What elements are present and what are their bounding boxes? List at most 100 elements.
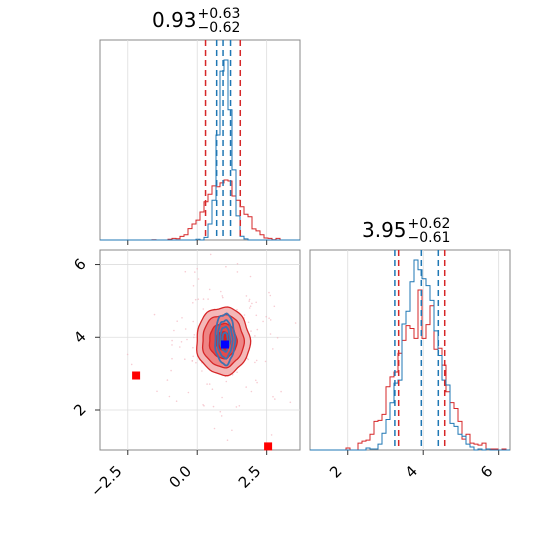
joint-scatter-point <box>255 301 257 304</box>
hist2-blue-series <box>310 259 510 451</box>
hist2-tick-label-x: 4 <box>402 462 421 481</box>
joint-scatter-point <box>221 396 223 399</box>
joint-scatter-point <box>126 353 129 356</box>
hist1-frame <box>99 39 301 241</box>
title-param2-upper-error: +0.62 <box>407 215 451 232</box>
joint-scatter-point <box>247 321 250 324</box>
joint-scatter-point <box>268 317 270 320</box>
joint-scatter-point <box>171 344 173 346</box>
joint-scatter-point <box>265 315 268 318</box>
joint-scatter-point <box>254 361 256 364</box>
joint-scatter-point <box>220 290 222 293</box>
joint-scatter-point <box>250 330 252 332</box>
joint-scatter-point <box>192 320 194 323</box>
joint-marker-3 <box>221 340 229 349</box>
joint-marker-2 <box>264 442 273 451</box>
joint-scatter-point <box>173 329 175 332</box>
joint-scatter-point <box>130 363 133 366</box>
joint-scatter-point <box>248 307 251 309</box>
joint-frame <box>99 249 301 451</box>
joint-scatter-point <box>207 298 209 300</box>
joint-scatter-point <box>225 265 227 268</box>
joint-scatter-point <box>270 434 273 436</box>
joint-scatter-point <box>248 298 251 301</box>
joint-scatter-point <box>269 319 272 321</box>
joint-scatter-point <box>191 360 194 362</box>
joint-scatter-point <box>255 359 258 362</box>
joint-scatter-point <box>194 271 196 273</box>
joint-scatter-point <box>186 338 188 341</box>
hist2-tick-label-x: 6 <box>477 462 496 481</box>
joint-marker-1 <box>132 371 141 380</box>
joint-scatter-point <box>226 439 229 442</box>
joint-scatter-point <box>289 401 292 404</box>
joint-scatter-point <box>245 295 248 297</box>
histogram-panel-param2: 2 4 6 <box>309 249 511 482</box>
joint-scatter-point <box>201 370 203 372</box>
joint-scatter-point <box>276 337 279 339</box>
joint-scatter-point <box>187 391 190 394</box>
hist2-frame <box>309 249 511 451</box>
joint-scatter-point <box>255 379 257 382</box>
joint-scatter-point <box>264 360 267 363</box>
joint-scatter-point <box>193 336 195 339</box>
joint-scatter-point <box>236 371 238 374</box>
joint-scatter-point <box>192 355 194 358</box>
joint-scatter-point <box>180 341 183 343</box>
joint-scatter-point <box>175 400 178 403</box>
joint-scatter-point <box>256 328 259 331</box>
joint-scatter-point <box>194 298 197 301</box>
joint-scatter-point <box>274 398 276 400</box>
joint-blue-contour-1 <box>214 312 237 367</box>
title-param2-lower-error: −0.61 <box>407 229 451 246</box>
joint-scatter-point <box>192 346 194 349</box>
joint-scatter-point <box>254 335 256 337</box>
joint-tick-label-x: 2.5 <box>235 462 265 492</box>
joint-scatter-point <box>197 298 200 301</box>
joint-scatter-point <box>184 358 186 361</box>
joint-scatter-point <box>251 302 253 305</box>
joint-scatter-point <box>212 405 215 408</box>
joint-scatter-point <box>243 314 246 316</box>
joint-tick-label-y: 4 <box>70 328 89 347</box>
joint-scatter-point <box>192 285 195 287</box>
joint-blue-contour-2 <box>216 319 234 360</box>
joint-scatter-point <box>208 383 211 385</box>
joint-scatter-point <box>209 253 212 256</box>
joint-scatter-point <box>236 263 239 265</box>
title-param2: 3.95 +0.62 −0.61 <box>362 215 451 247</box>
joint-scatter-point <box>245 386 247 388</box>
joint-scatter-point <box>192 302 194 304</box>
joint-scatter-point <box>181 317 183 319</box>
joint-scatter-point <box>213 427 216 430</box>
joint-tick-label-x: −2.5 <box>87 462 125 500</box>
joint-scatter-point <box>176 320 178 323</box>
title-param1-upper-error: +0.63 <box>197 5 241 22</box>
histogram-panel-param1 <box>99 39 301 245</box>
joint-scatter-point <box>248 300 250 302</box>
joint-scatter-point <box>236 308 238 311</box>
joint-scatter-point <box>206 383 208 385</box>
joint-tick-label-y: 2 <box>70 400 89 419</box>
joint-scatter-point <box>171 339 173 342</box>
hist1-blue-series <box>100 59 300 241</box>
joint-scatter-point <box>156 390 158 393</box>
joint-scatter-point <box>222 296 224 299</box>
joint-scatter-point <box>195 361 197 364</box>
joint-scatter-point <box>193 334 196 336</box>
joint-scatter-point <box>238 405 241 407</box>
joint-scatter-point <box>269 294 272 297</box>
joint-scatter-point <box>231 373 234 376</box>
joint-blue-contour-3 <box>219 325 231 353</box>
joint-scatter-point <box>211 388 214 391</box>
title-param1-value: 0.93 <box>152 8 197 32</box>
joint-contour-panel: −2.5 0.0 2.5 2 4 6 <box>70 249 301 501</box>
joint-scatter-point <box>268 291 270 294</box>
hist1-red-series <box>100 179 300 241</box>
joint-scatter-point <box>170 369 172 372</box>
joint-scatter-point <box>247 358 249 361</box>
joint-tick-label-y: 6 <box>70 255 89 274</box>
joint-scatter-point <box>202 298 205 300</box>
joint-scatter-point <box>184 328 187 330</box>
